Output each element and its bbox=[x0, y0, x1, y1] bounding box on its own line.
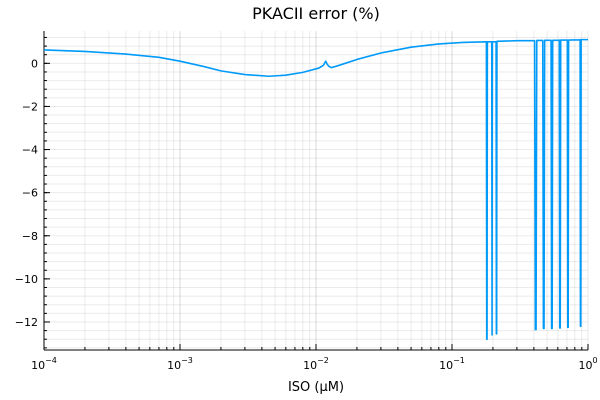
series-layer bbox=[43, 38, 588, 341]
y-tick-label: −6 bbox=[22, 187, 38, 200]
x-tick-label: 10−3 bbox=[167, 356, 193, 372]
tick-labels: 10−4 10−3 10−2 10−1 100 0 −2 −4 −6 −8 −10 −12 bbox=[15, 57, 598, 372]
y-tick-label: −12 bbox=[15, 316, 38, 329]
x-axis-label: ISO (μM) bbox=[288, 380, 344, 395]
y-tick-label: −8 bbox=[22, 230, 38, 243]
x-tick-label: 10−2 bbox=[303, 356, 329, 372]
chart-title: PKACII error (%) bbox=[252, 4, 380, 23]
y-tick-label: 0 bbox=[31, 57, 38, 70]
grid bbox=[43, 31, 589, 350]
y-tick-label: −4 bbox=[22, 144, 38, 157]
x-tick-label: 10−4 bbox=[31, 356, 57, 372]
x-tick-label: 10−1 bbox=[439, 356, 465, 372]
y-tick-label: −2 bbox=[22, 100, 38, 113]
y-tick-label: −10 bbox=[15, 273, 38, 286]
series-line-1 bbox=[43, 38, 588, 341]
axes bbox=[43, 31, 589, 351]
x-tick-label: 100 bbox=[578, 356, 597, 372]
